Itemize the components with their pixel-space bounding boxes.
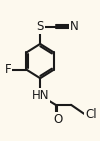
Text: Cl: Cl: [85, 108, 97, 121]
Text: F: F: [5, 63, 11, 76]
Text: S: S: [36, 20, 44, 33]
Text: HN: HN: [31, 89, 49, 102]
Text: N: N: [70, 20, 78, 33]
Text: O: O: [53, 113, 62, 126]
